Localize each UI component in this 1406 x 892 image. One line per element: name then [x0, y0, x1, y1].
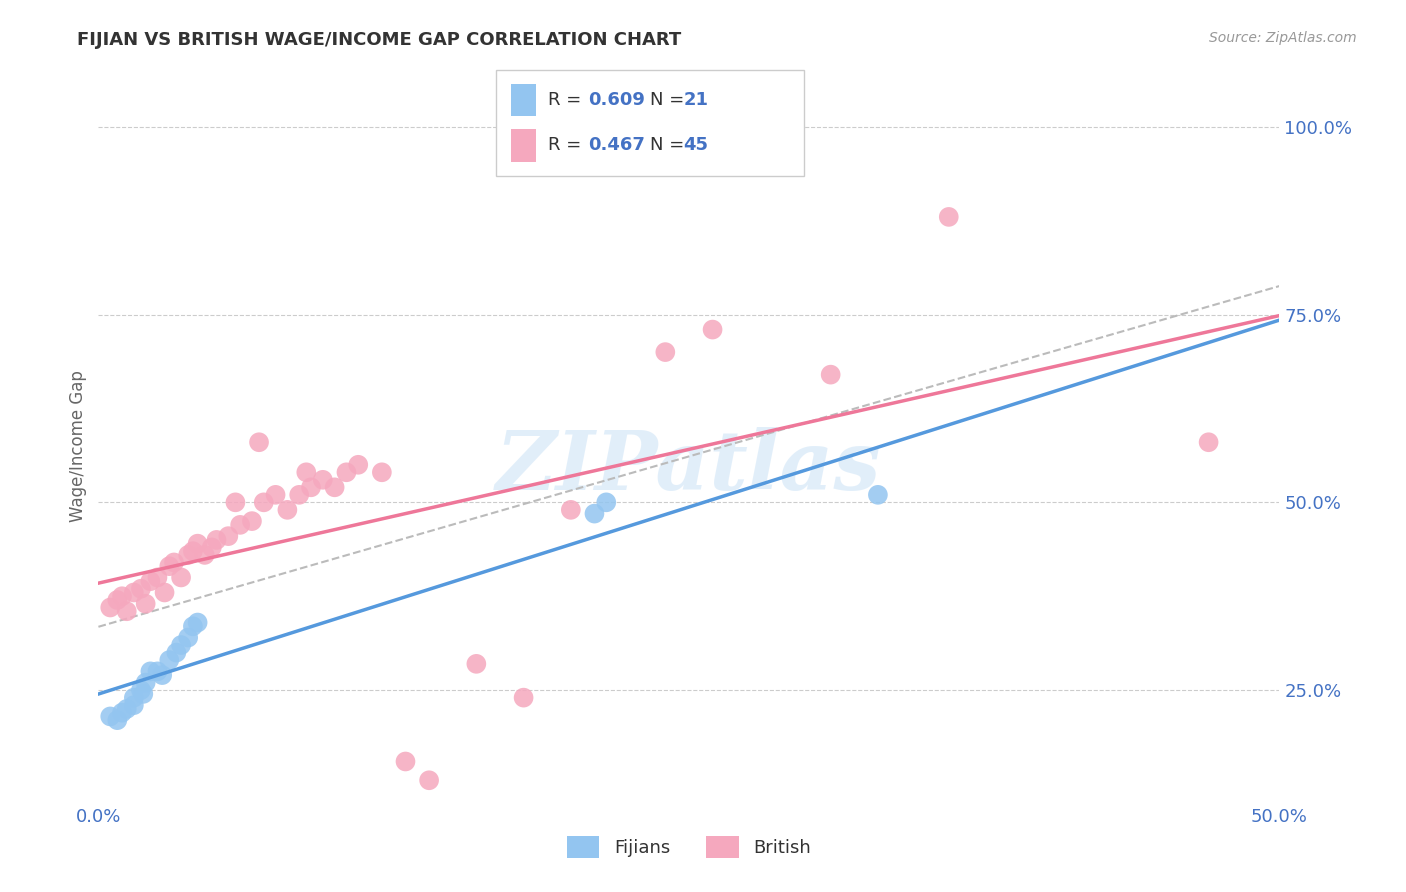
Point [153, 585, 176, 599]
Point [264, 488, 287, 502]
Point [129, 683, 152, 698]
Point [146, 665, 169, 679]
Point [157, 559, 180, 574]
Point [177, 631, 200, 645]
Text: 0.609: 0.609 [588, 91, 644, 109]
Y-axis label: Wage/Income Gap: Wage/Income Gap [69, 370, 87, 522]
Point [181, 619, 204, 633]
Point [98, 709, 121, 723]
Point [560, 503, 582, 517]
Point [135, 597, 157, 611]
Point [146, 570, 169, 584]
Text: Source: ZipAtlas.com: Source: ZipAtlas.com [1209, 31, 1357, 45]
Text: FIJIAN VS BRITISH WAGE/INCOME GAP CORRELATION CHART: FIJIAN VS BRITISH WAGE/INCOME GAP CORREL… [77, 31, 682, 49]
Point [181, 544, 204, 558]
Point [111, 706, 134, 720]
Point [595, 495, 617, 509]
Text: R =: R = [548, 91, 588, 109]
Point [253, 495, 276, 509]
Point [105, 593, 128, 607]
Point [702, 322, 724, 336]
Point [224, 495, 246, 509]
Point [312, 473, 335, 487]
Text: N =: N = [650, 136, 689, 154]
Point [938, 210, 960, 224]
Point [465, 657, 488, 671]
Point [165, 646, 187, 660]
Point [299, 480, 322, 494]
Point [247, 435, 270, 450]
Point [139, 574, 162, 589]
Point [820, 368, 842, 382]
Point [295, 465, 318, 479]
Point [288, 488, 311, 502]
Text: R =: R = [548, 136, 588, 154]
Point [111, 589, 134, 603]
Point [347, 458, 370, 472]
Point [170, 638, 193, 652]
Point [115, 702, 138, 716]
Point [418, 773, 440, 788]
Point [105, 713, 128, 727]
Point [187, 536, 209, 550]
Text: ZIPatlas: ZIPatlas [496, 427, 882, 508]
Point [201, 541, 224, 555]
Point [132, 687, 155, 701]
Point [122, 585, 145, 599]
Point [205, 533, 228, 547]
Point [654, 345, 676, 359]
Point [139, 665, 162, 679]
Point [98, 600, 121, 615]
Point [394, 755, 416, 769]
Point [229, 517, 252, 532]
Point [163, 556, 186, 570]
Point [150, 668, 173, 682]
Point [187, 615, 209, 630]
Point [512, 690, 534, 705]
Point [276, 503, 298, 517]
Point [866, 488, 889, 502]
Text: 45: 45 [683, 136, 709, 154]
Point [583, 507, 606, 521]
Point [1198, 435, 1220, 450]
Point [240, 514, 263, 528]
Point [194, 548, 217, 562]
Point [335, 465, 357, 479]
Point [371, 465, 394, 479]
Point [122, 690, 145, 705]
Point [177, 548, 200, 562]
Point [115, 604, 138, 618]
Point [157, 653, 180, 667]
Point [217, 529, 239, 543]
Text: 21: 21 [683, 91, 709, 109]
Point [122, 698, 145, 713]
Legend: Fijians, British: Fijians, British [560, 829, 818, 865]
Point [129, 582, 152, 596]
Point [323, 480, 346, 494]
Text: N =: N = [650, 91, 689, 109]
Point [170, 570, 193, 584]
Text: 0.467: 0.467 [588, 136, 644, 154]
Point [135, 675, 157, 690]
